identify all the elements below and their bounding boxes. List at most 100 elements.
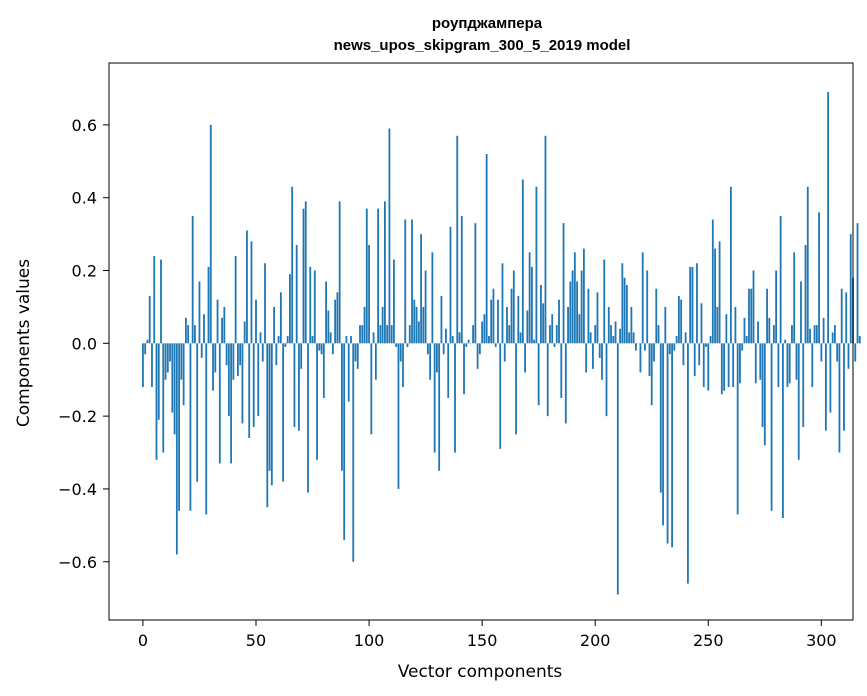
bar-210 (616, 343, 619, 595)
y-tick-label: −0.4 (58, 480, 97, 499)
bar-108 (386, 325, 389, 344)
bar-69 (298, 343, 300, 431)
bar-178 (544, 135, 547, 344)
bar-239 (682, 343, 685, 366)
bar-84 (331, 343, 334, 355)
bar-63 (284, 343, 287, 347)
bar-87 (338, 201, 341, 344)
bar-311 (845, 292, 848, 344)
bar-221 (641, 252, 644, 344)
bar-203 (601, 343, 603, 380)
bar-107 (383, 201, 386, 344)
bar-73 (307, 343, 309, 493)
bar-288 (793, 252, 796, 344)
bar-66 (291, 186, 294, 344)
bar-169 (524, 343, 526, 373)
bar-82 (327, 310, 330, 344)
bar-7 (157, 343, 160, 420)
bar-171 (528, 252, 531, 344)
bar-172 (530, 266, 533, 344)
x-tick-label: 0 (138, 631, 148, 650)
bar-20 (187, 325, 190, 344)
bar-14 (173, 343, 176, 435)
bar-209 (614, 321, 617, 344)
bar-285 (786, 343, 789, 388)
bar-140 (458, 332, 461, 344)
bar-9 (162, 343, 165, 453)
bar-244 (693, 343, 696, 377)
bar-236 (675, 336, 678, 344)
bar-185 (560, 343, 563, 398)
bar-180 (549, 325, 551, 344)
bar-316 (856, 223, 859, 344)
bar-190 (571, 270, 574, 344)
bar-264 (739, 343, 741, 384)
bar-167 (519, 332, 522, 344)
bar-197 (587, 288, 590, 344)
bar-305 (831, 332, 834, 344)
bar-253 (714, 248, 716, 344)
bar-19 (184, 317, 187, 344)
bar-246 (698, 343, 701, 366)
bar-104 (377, 208, 380, 344)
bar-130 (436, 343, 438, 373)
bar-71 (302, 208, 305, 344)
bar-286 (788, 343, 791, 384)
bar-97 (361, 325, 364, 344)
bar-18 (182, 343, 185, 406)
bar-193 (578, 314, 581, 344)
bar-56 (268, 343, 271, 471)
bar-6 (155, 343, 158, 460)
bar-317 (858, 336, 861, 344)
bar-256 (720, 343, 723, 395)
bar-109 (388, 128, 391, 344)
bar-279 (772, 325, 775, 344)
bar-80 (322, 343, 325, 398)
bar-188 (567, 306, 569, 344)
bar-30 (209, 124, 212, 344)
bar-158 (499, 343, 502, 449)
bar-163 (510, 288, 513, 344)
bar-126 (426, 343, 429, 355)
bar-153 (488, 336, 490, 344)
bar-125 (424, 270, 427, 344)
bar-62 (282, 343, 285, 482)
bar-32 (214, 343, 217, 373)
x-tick-label: 100 (354, 631, 385, 650)
bar-281 (777, 343, 780, 388)
bar-152 (485, 154, 488, 344)
bar-68 (295, 245, 298, 344)
bar-154 (490, 299, 493, 344)
bar-315 (854, 343, 857, 362)
bar-149 (478, 343, 481, 355)
y-tick-label: 0.2 (72, 262, 97, 281)
bar-86 (336, 292, 339, 344)
bar-199 (592, 343, 594, 369)
bar-216 (630, 306, 633, 344)
bar-49 (252, 343, 255, 428)
bar-260 (729, 186, 732, 344)
bar-135 (447, 343, 450, 398)
bar-93 (352, 343, 355, 562)
bar-283 (781, 343, 784, 519)
bar-36 (223, 306, 226, 344)
bar-231 (664, 306, 667, 344)
bar-16 (178, 343, 181, 511)
bar-77 (316, 343, 318, 460)
bar-240 (684, 332, 687, 344)
bar-247 (700, 303, 703, 344)
bar-102 (372, 332, 375, 344)
bar-13 (171, 343, 174, 413)
bar-251 (709, 336, 712, 344)
bar-55 (266, 343, 269, 508)
bar-267 (745, 336, 748, 344)
bar-103 (374, 343, 377, 380)
bar-183 (555, 325, 558, 344)
bar-141 (460, 215, 463, 344)
bar-60 (277, 336, 280, 344)
bar-191 (573, 252, 576, 344)
bar-292 (802, 343, 805, 428)
bar-166 (517, 295, 520, 344)
bar-128 (431, 252, 434, 344)
bar-218 (635, 343, 637, 351)
